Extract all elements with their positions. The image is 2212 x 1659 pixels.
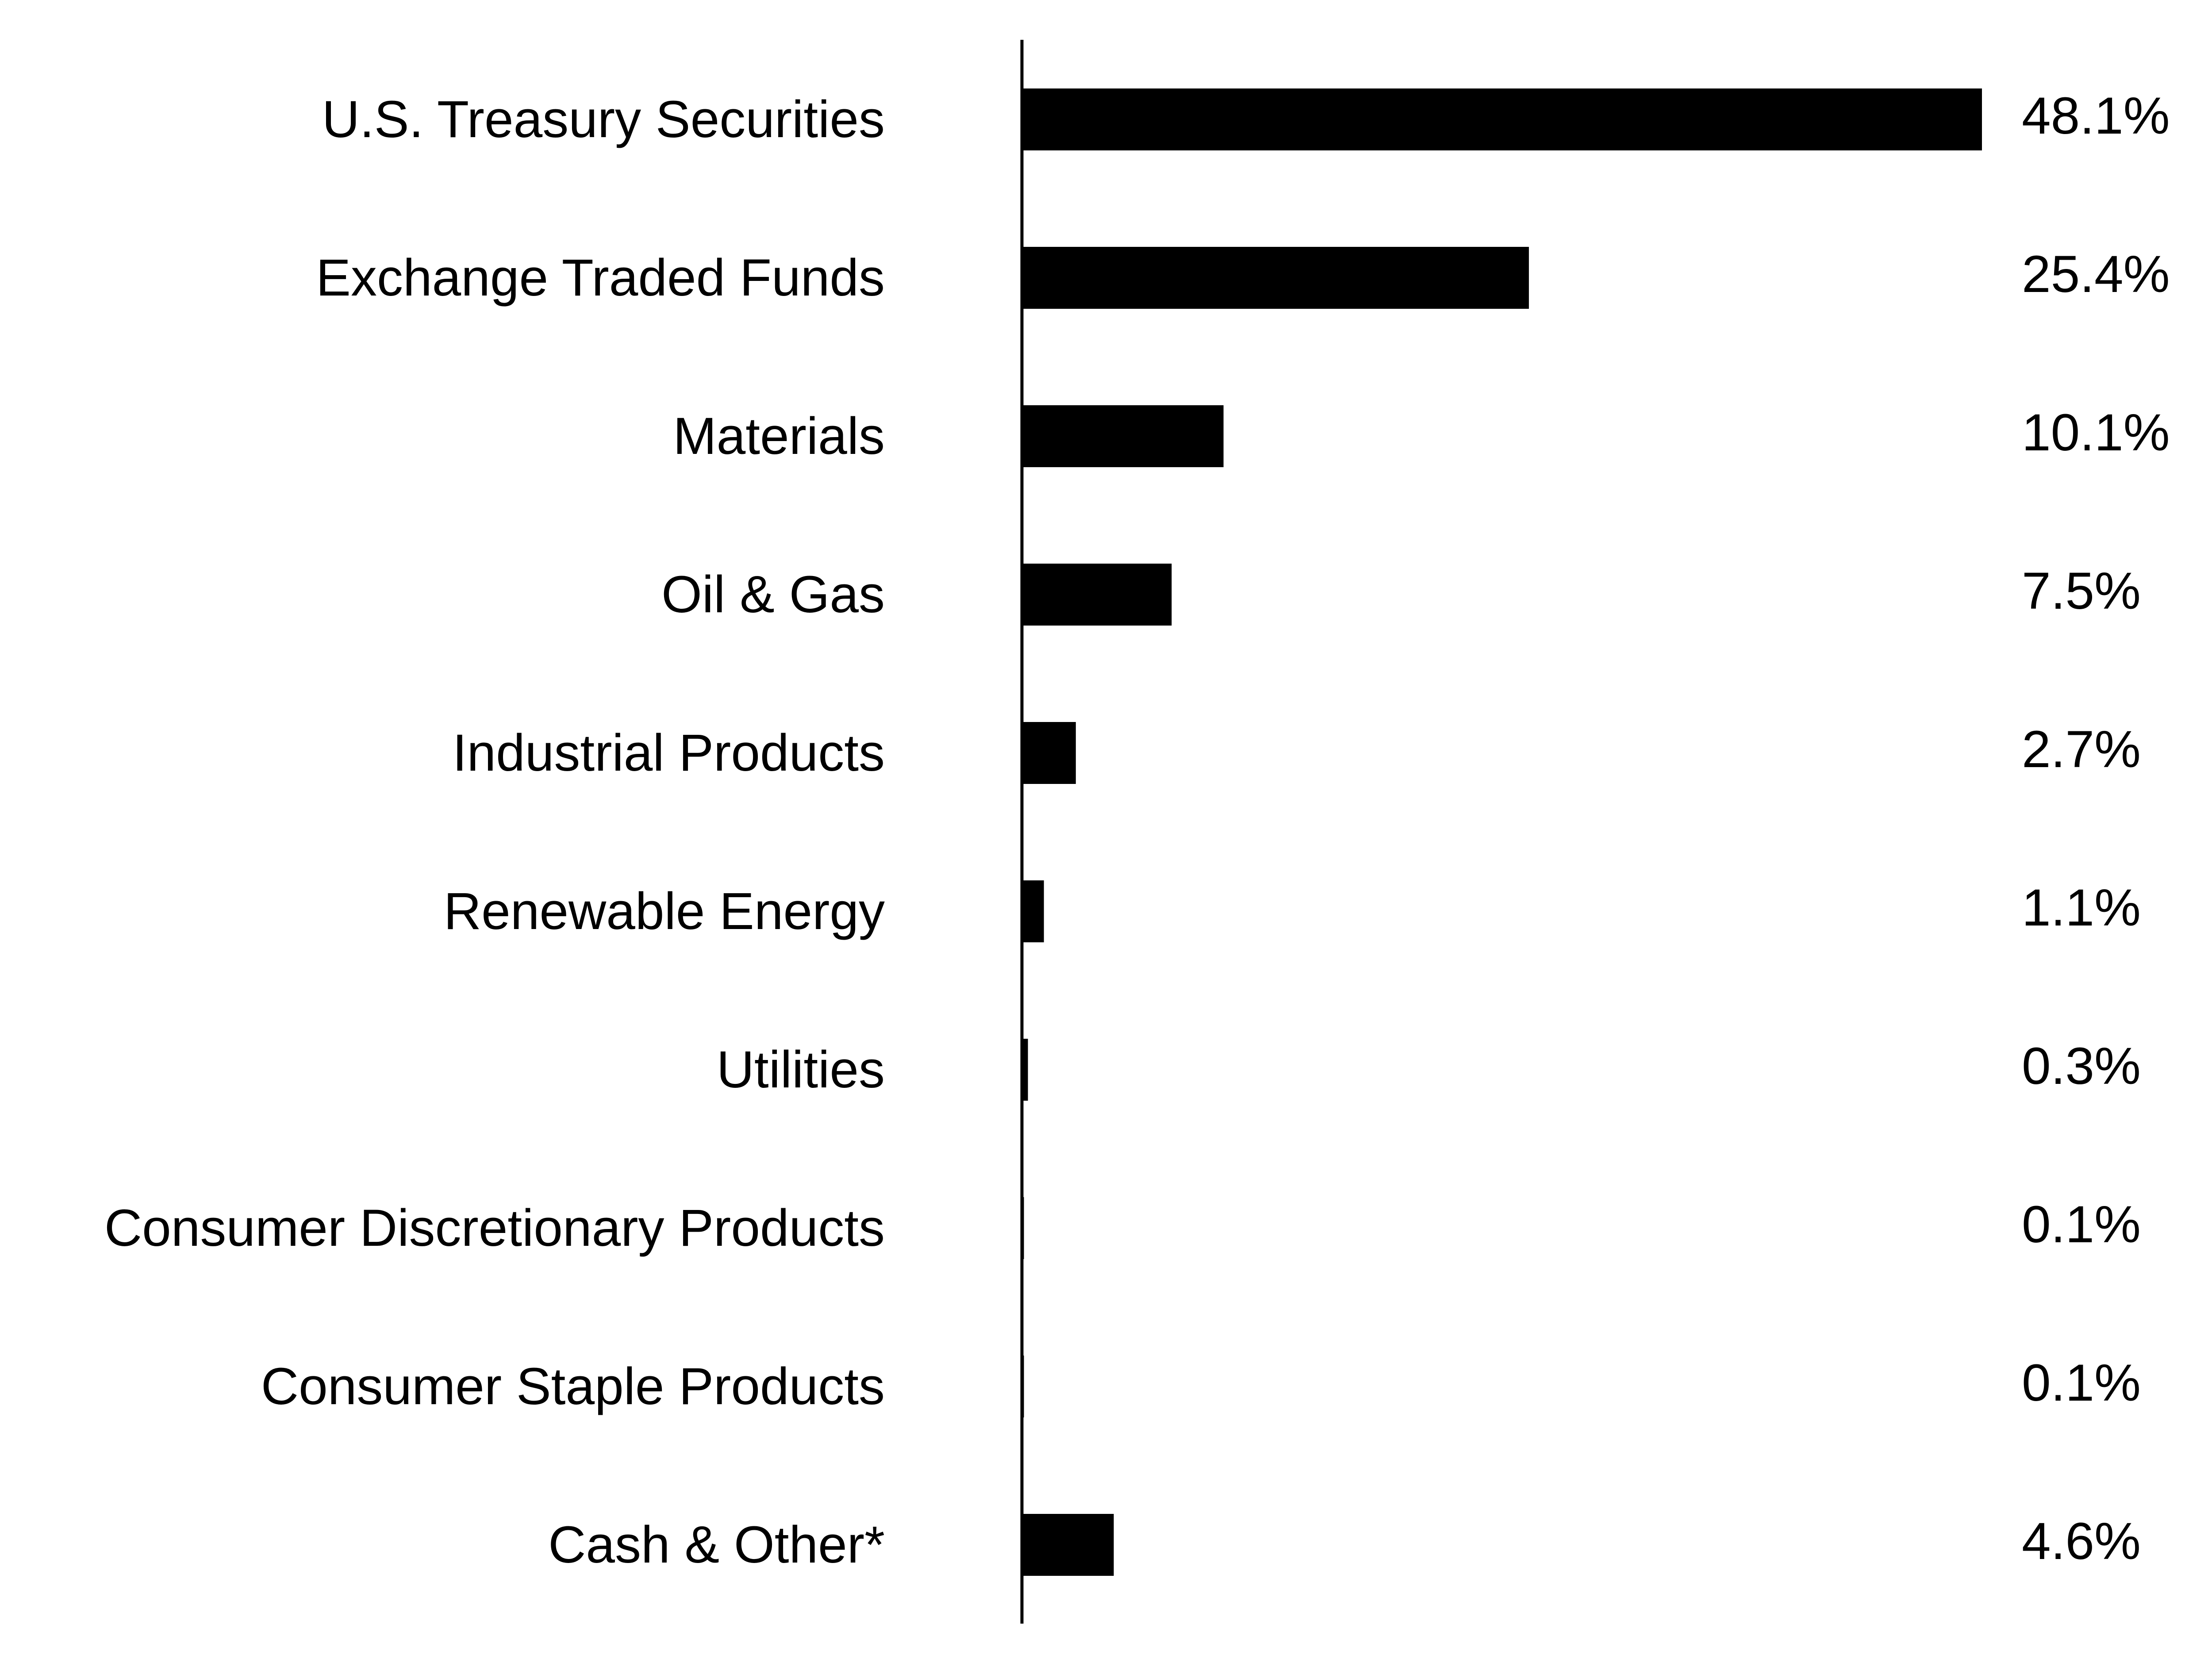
value-label: 1.1% — [2022, 879, 2141, 937]
value-label: 2.7% — [2022, 720, 2141, 779]
category-label: Oil & Gas — [661, 565, 885, 624]
category-label: Materials — [673, 407, 885, 465]
value-label: 48.1% — [2022, 87, 2170, 145]
bar-4 — [1022, 722, 1076, 784]
category-labels-group: U.S. Treasury Securities Exchange Traded … — [104, 90, 885, 1574]
value-label: 0.3% — [2022, 1037, 2141, 1095]
value-label: 25.4% — [2022, 245, 2170, 303]
value-label: 7.5% — [2022, 562, 2141, 620]
value-label: 0.1% — [2022, 1354, 2141, 1412]
bar-5 — [1022, 880, 1044, 942]
category-label: Consumer Staple Products — [261, 1357, 885, 1416]
category-label: Utilities — [717, 1041, 885, 1099]
value-label: 0.1% — [2022, 1195, 2141, 1254]
category-label: Industrial Products — [453, 724, 885, 782]
value-label: 4.6% — [2022, 1512, 2141, 1571]
bar-9 — [1022, 1514, 1114, 1576]
value-label: 10.1% — [2022, 403, 2170, 462]
category-label: U.S. Treasury Securities — [322, 90, 885, 149]
bar-2 — [1022, 405, 1224, 467]
category-label: Cash & Other* — [548, 1516, 885, 1574]
bar-3 — [1022, 564, 1172, 626]
category-label: Consumer Discretionary Products — [104, 1199, 885, 1257]
bars-group — [1022, 88, 1982, 1576]
category-label: Renewable Energy — [444, 882, 885, 941]
bar-1 — [1022, 247, 1529, 309]
category-label: Exchange Traded Funds — [316, 249, 885, 307]
value-labels-group: 48.1% 25.4% 10.1% 7.5% 2.7% 1.1% 0.3% 0.1% 0.1% 4… — [2022, 87, 2170, 1571]
bar-0 — [1022, 88, 1982, 150]
